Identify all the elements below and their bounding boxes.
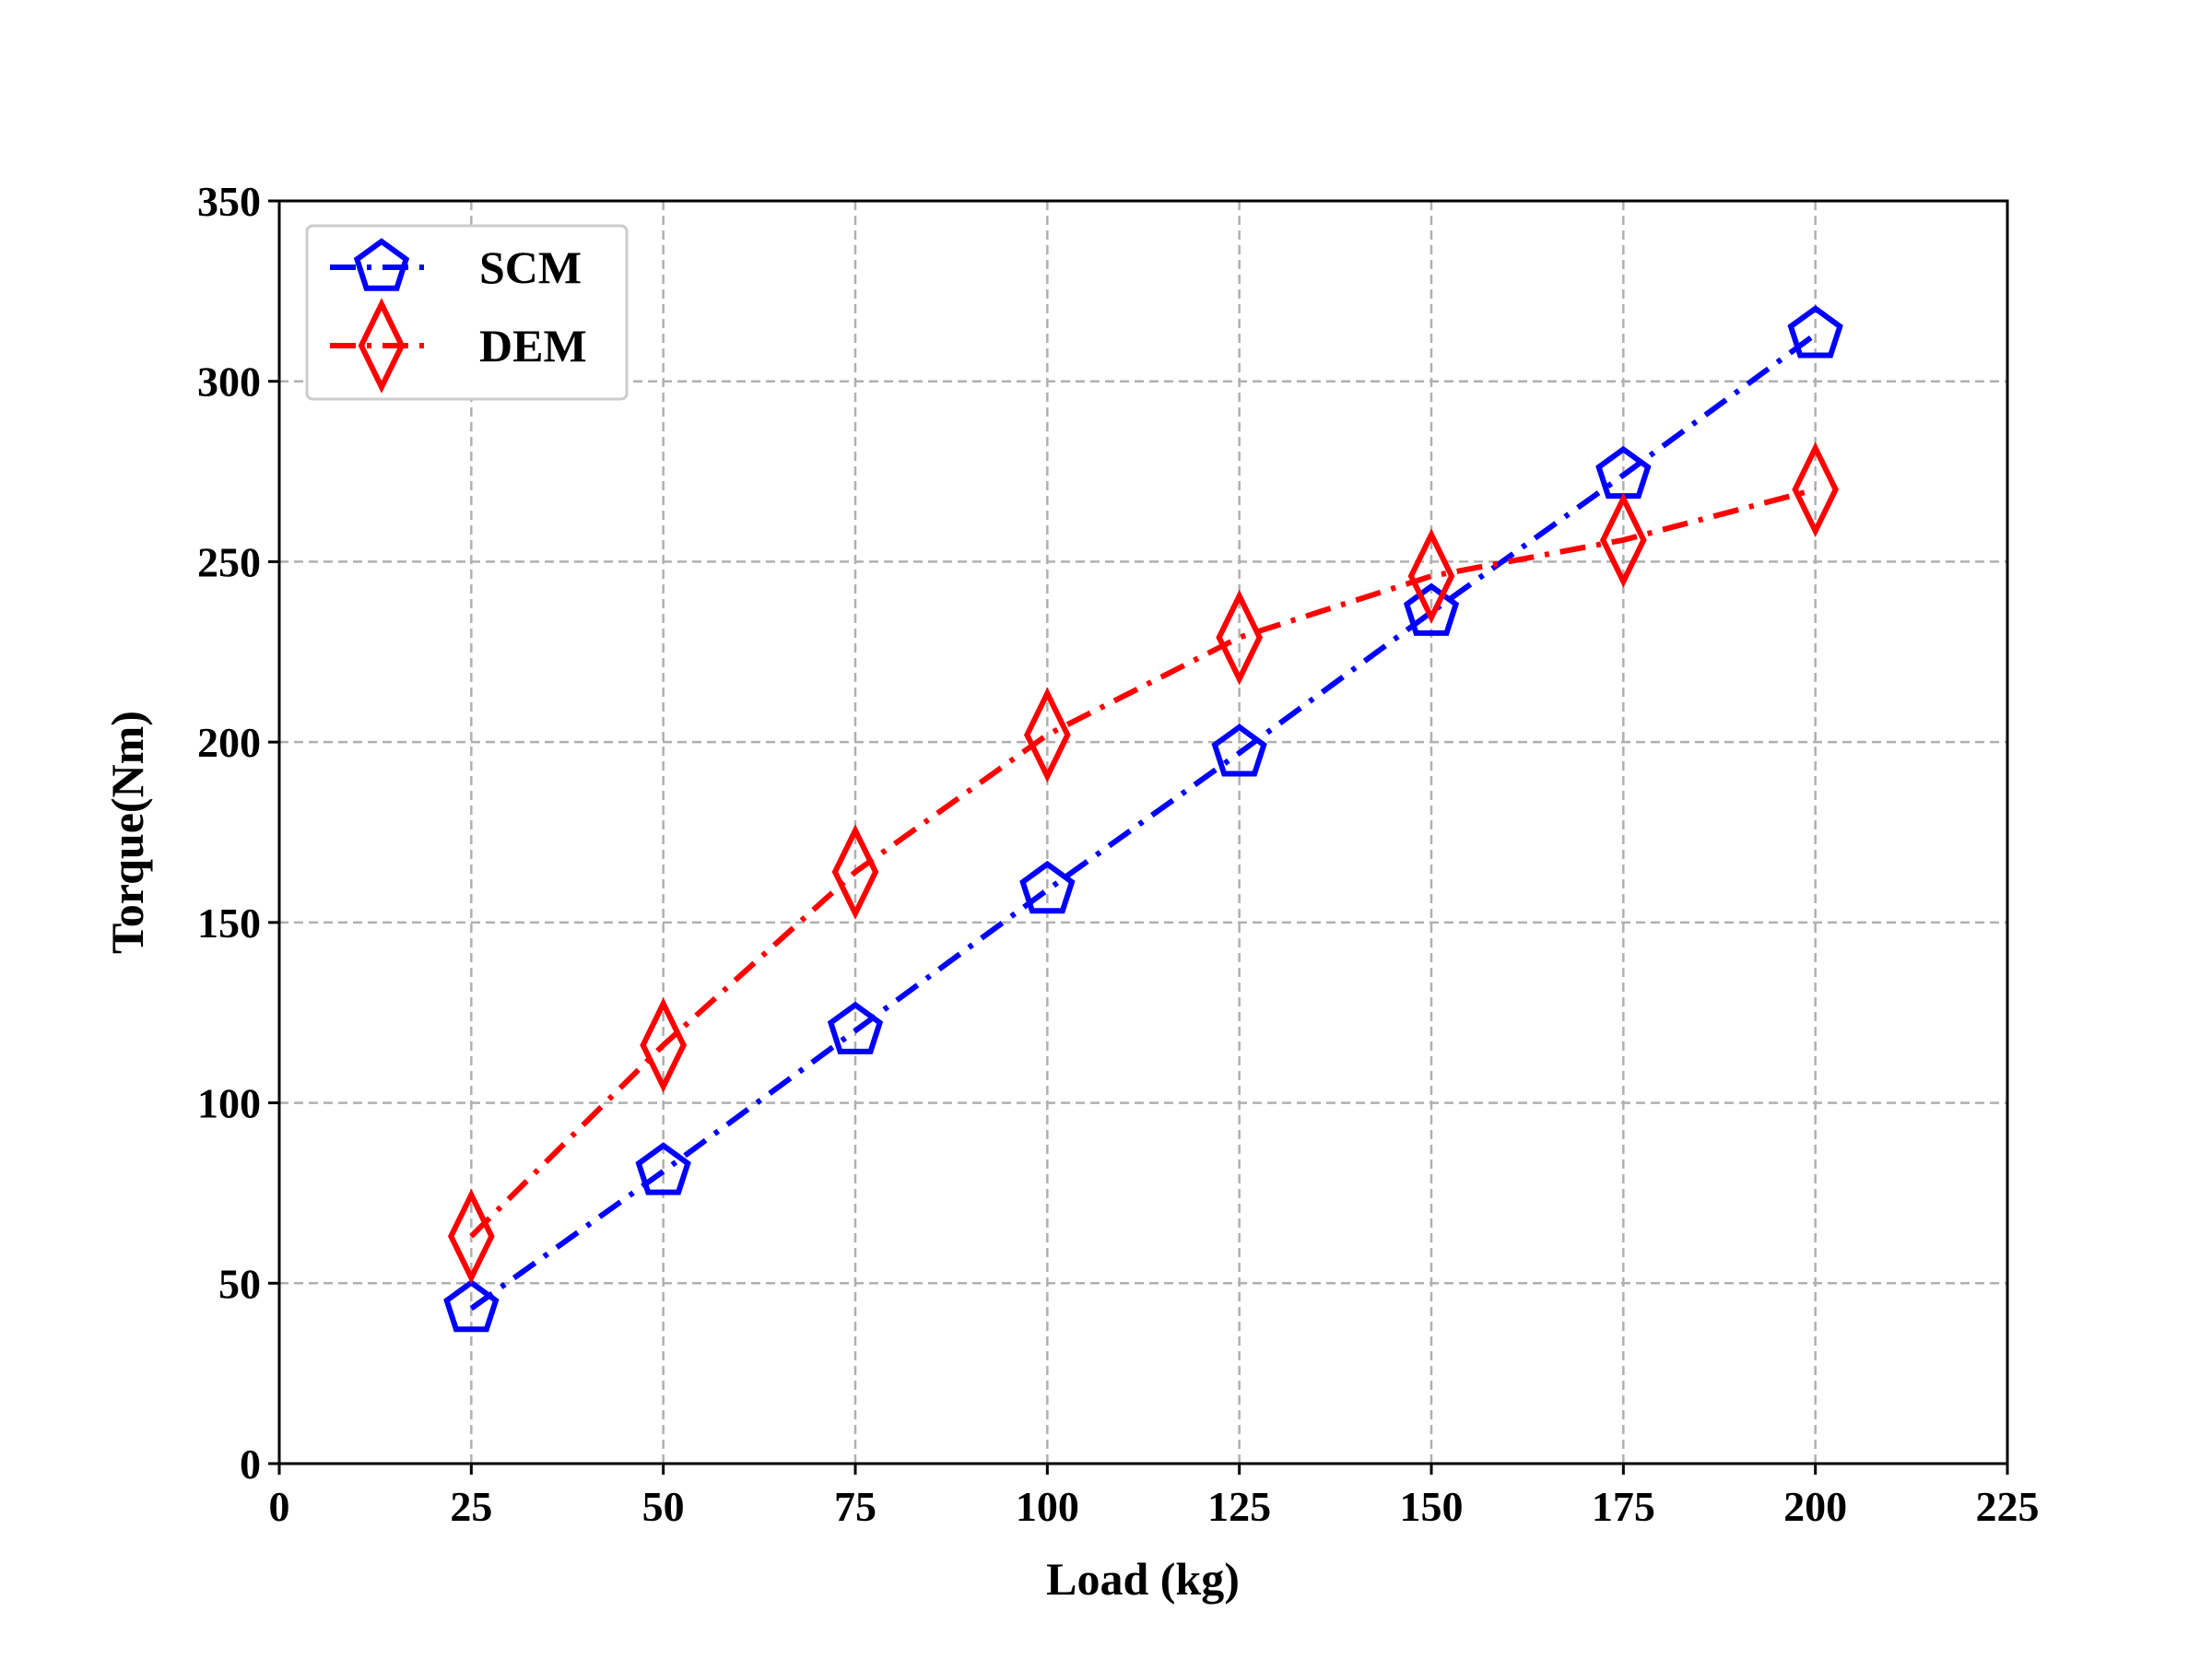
x-tick-label: 125 — [1207, 1483, 1271, 1530]
legend-marker-dem — [358, 298, 406, 394]
y-tick-label: 50 — [218, 1260, 261, 1307]
data-point-scm — [1403, 582, 1460, 636]
x-tick-label: 50 — [642, 1483, 685, 1530]
legend: SCM DEM — [305, 224, 629, 401]
x-tick-label: 175 — [1592, 1483, 1655, 1530]
y-axis-title: Torque(Nm) — [101, 711, 153, 954]
legend-label-dem: DEM — [479, 320, 587, 371]
y-tick-label: 150 — [197, 900, 261, 947]
data-point-dem — [447, 1188, 495, 1285]
x-tick-label: 100 — [1016, 1483, 1079, 1530]
data-point-dem — [831, 824, 879, 920]
data-point-dem — [1792, 441, 1840, 537]
y-tick-label: 250 — [197, 538, 261, 585]
x-tick-label: 150 — [1400, 1483, 1464, 1530]
y-tick-label: 200 — [197, 719, 261, 766]
y-tick-label: 100 — [197, 1080, 261, 1127]
data-point-scm — [1211, 724, 1267, 777]
series-line-dem — [469, 487, 1817, 1239]
data-point-dem — [1407, 528, 1455, 624]
series-scm — [443, 305, 1843, 1333]
x-tick-label: 225 — [1976, 1483, 2040, 1530]
x-tick-label: 75 — [834, 1483, 877, 1530]
data-point-scm — [635, 1142, 691, 1195]
x-tick-label: 200 — [1783, 1483, 1847, 1530]
axis-ticks: 0 25 50 75 100 125 150 175 200 225 0 50 100 150 200 250… — [197, 178, 2040, 1530]
y-tick-label: 0 — [240, 1441, 261, 1488]
y-tick-label: 350 — [197, 178, 261, 225]
data-point-scm — [1787, 305, 1843, 359]
series-group — [443, 305, 1843, 1333]
x-tick-label: 25 — [450, 1483, 492, 1530]
series-line-scm — [469, 332, 1818, 1312]
data-point-dem — [1599, 492, 1647, 588]
legend-marker-scm — [353, 238, 410, 291]
plot-area-frame — [277, 199, 2009, 1465]
data-point-scm — [827, 1001, 884, 1054]
data-point-scm — [443, 1278, 500, 1333]
x-axis-title: Load (kg) — [1046, 1553, 1240, 1605]
x-tick-label: 0 — [269, 1483, 290, 1530]
data-point-scm — [1019, 860, 1076, 914]
y-tick-label: 300 — [197, 359, 261, 406]
data-point-dem — [1023, 687, 1071, 783]
data-point-dem — [1216, 589, 1264, 686]
data-point-dem — [640, 997, 688, 1093]
series-dem — [447, 441, 1840, 1285]
legend-label-scm: SCM — [479, 241, 582, 293]
